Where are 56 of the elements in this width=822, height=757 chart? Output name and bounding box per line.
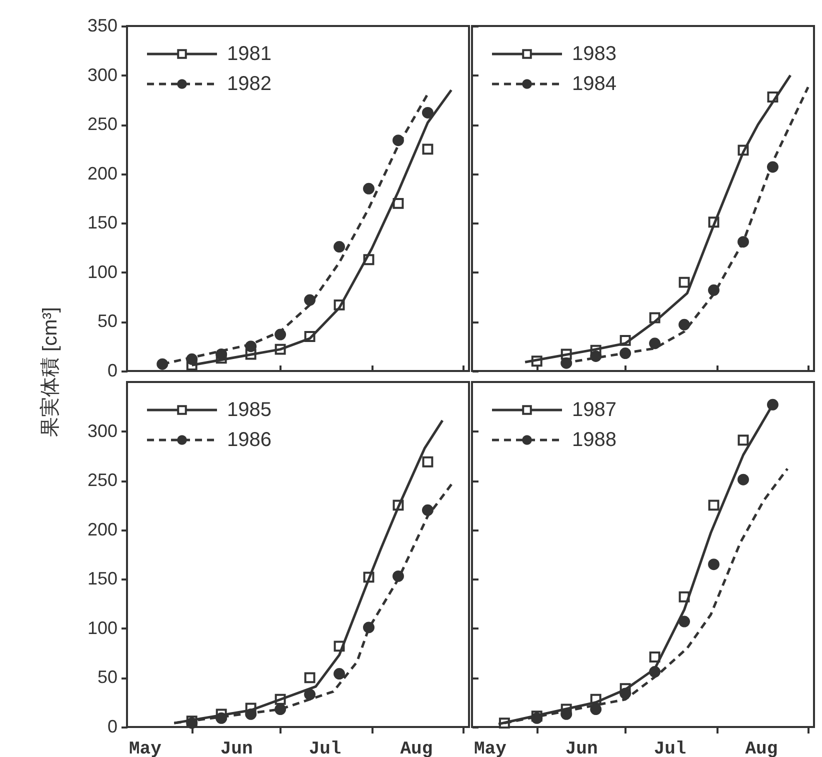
point <box>304 688 316 700</box>
point <box>738 474 749 486</box>
point <box>620 688 632 700</box>
point <box>422 456 434 468</box>
y-tick-label: 100 <box>87 618 118 638</box>
y-tick-label: 0 <box>107 716 118 736</box>
y-tick-label: 200 <box>87 519 118 540</box>
legend-label: 1987 <box>572 399 616 421</box>
x-tick-label: Jul <box>308 740 342 757</box>
y-tick-label: 300 <box>87 64 118 85</box>
y-tick-label: 50 <box>97 667 118 688</box>
x-tick-label: Jul <box>654 740 686 757</box>
legend-label: 1986 <box>227 429 272 451</box>
legend-label: 1984 <box>572 73 616 95</box>
point <box>422 504 434 516</box>
legend-label: 1988 <box>572 429 616 451</box>
point <box>216 348 228 360</box>
point <box>649 652 660 662</box>
y-tick-label: 250 <box>87 470 118 490</box>
x-tick-label: May <box>474 740 507 757</box>
point <box>304 672 316 684</box>
point <box>363 182 374 194</box>
point <box>590 704 602 715</box>
y-tick-label: 200 <box>87 163 118 184</box>
point <box>708 500 720 511</box>
y-tick-label: 250 <box>87 114 118 134</box>
point <box>766 398 778 410</box>
y-tick-label: 350 <box>87 16 118 36</box>
point <box>678 276 690 288</box>
point <box>422 144 434 155</box>
x-tick-label: Aug <box>400 740 433 757</box>
legend-label: 1981 <box>227 43 272 65</box>
y-tick-label: 150 <box>87 568 118 589</box>
x-tick-label: Jun <box>220 740 253 757</box>
y-axis-title: 果実体積 [cm³] <box>38 307 62 437</box>
y-tick-label: 50 <box>97 311 118 332</box>
legend-label: 1982 <box>227 73 272 95</box>
point <box>334 668 346 680</box>
point <box>304 294 316 306</box>
y-tick-label: 0 <box>107 360 118 380</box>
point <box>649 338 661 350</box>
legend-label: 1985 <box>227 399 272 421</box>
point <box>678 616 690 628</box>
point <box>708 558 720 570</box>
y-tick-label: 150 <box>87 212 118 233</box>
point <box>334 241 346 253</box>
y-tick-label: 100 <box>87 262 118 282</box>
y-tick-label: 300 <box>87 420 118 441</box>
point <box>422 107 434 118</box>
legend-label: 1983 <box>572 43 616 65</box>
point <box>649 666 661 678</box>
point <box>678 318 690 330</box>
x-tick-label: Aug <box>745 740 778 757</box>
point <box>738 434 749 446</box>
x-tick-label: May <box>128 740 162 757</box>
x-tick-label: Jun <box>565 740 598 757</box>
